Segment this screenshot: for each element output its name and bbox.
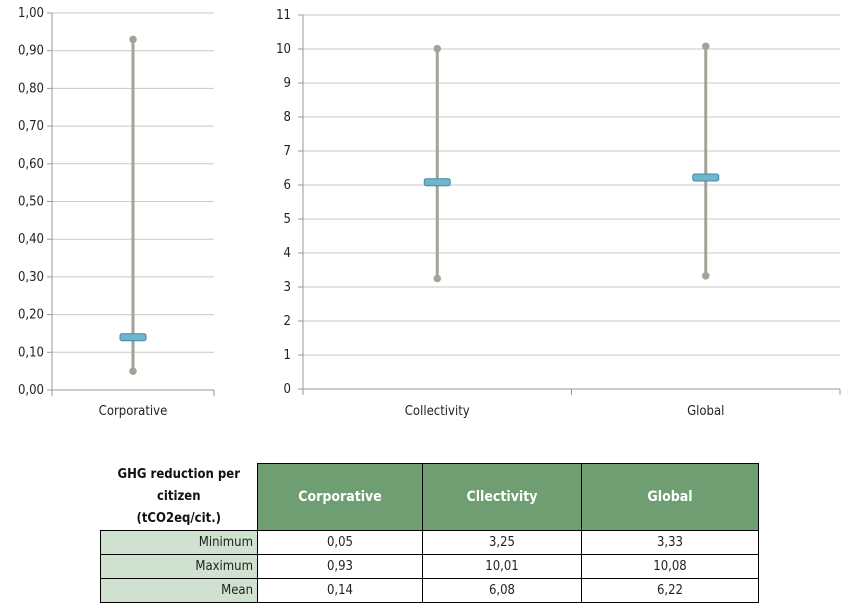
y-tick-label: 0,30: [18, 270, 44, 285]
table-title-line2: (tCO2eq/cit.): [136, 510, 222, 526]
table-cell: 3,33: [581, 529, 759, 555]
maximum-point: [701, 42, 710, 51]
y-tick-label: 0,70: [18, 119, 44, 134]
mean-marker: [119, 333, 147, 342]
category-label: Collectivity: [405, 404, 470, 419]
row-label: Maximum: [100, 553, 258, 579]
summary-table: GHG reduction per citizen (tCO2eq/cit.) …: [100, 463, 759, 603]
table-title: GHG reduction per citizen (tCO2eq/cit.): [100, 463, 258, 530]
y-tick-label: 0,40: [18, 232, 44, 247]
y-tick-label: 0,60: [18, 157, 44, 172]
y-tick-label: 2: [284, 314, 291, 329]
table-cell: 0,93: [257, 553, 423, 579]
column-header: Global: [581, 463, 759, 531]
table-row: Mean 0,14 6,08 6,22: [100, 577, 759, 603]
mean-marker: [423, 178, 451, 187]
table-cell: 6,08: [422, 577, 582, 603]
row-label: Minimum: [100, 529, 258, 555]
y-tick-label: 0,00: [18, 383, 44, 398]
y-tick-label: 10: [276, 42, 291, 57]
mean-marker: [692, 173, 720, 182]
table-cell: 0,05: [257, 529, 423, 555]
row-label: Mean: [100, 577, 258, 603]
minimum-point: [701, 271, 710, 280]
table-cell: 10,01: [422, 553, 582, 579]
y-tick-label: 11: [276, 8, 291, 23]
maximum-point: [129, 35, 137, 44]
y-tick-label: 3: [284, 280, 291, 295]
y-tick-label: 0,80: [18, 81, 44, 96]
category-label: Global: [687, 404, 724, 419]
maximum-point: [433, 44, 442, 53]
table-cell: 0,14: [257, 577, 423, 603]
y-tick-label: 1: [284, 348, 291, 363]
y-tick-label: 5: [284, 212, 291, 227]
category-label: Corporative: [99, 404, 168, 419]
table-cell: 6,22: [581, 577, 759, 603]
table-row: Minimum 0,05 3,25 3,33: [100, 529, 759, 555]
y-tick-label: 8: [284, 110, 291, 125]
table-title-line1: GHG reduction per citizen: [117, 466, 241, 504]
minimum-point: [433, 274, 442, 283]
y-tick-label: 0,90: [18, 44, 44, 59]
y-tick-label: 0,20: [18, 308, 44, 323]
y-tick-label: 1,00: [18, 6, 44, 21]
minimum-point: [129, 367, 137, 375]
y-tick-label: 7: [284, 144, 291, 159]
table-cell: 10,08: [581, 553, 759, 579]
y-tick-label: 9: [284, 76, 291, 91]
range-charts: 0,00 0,10 0,20 0,30 0,40 0,50 0,60 0,70 0,80 0,90…: [18, 6, 841, 419]
y-tick-label: 4: [284, 246, 291, 261]
table-header-row: GHG reduction per citizen (tCO2eq/cit.) …: [100, 463, 759, 531]
y-tick-label: 6: [284, 178, 291, 193]
column-header: Cllectivity: [422, 463, 582, 531]
column-header: Corporative: [257, 463, 423, 531]
y-tick-label: 0: [284, 382, 291, 397]
y-tick-label: 0,10: [18, 345, 44, 360]
table-row: Maximum 0,93 10,01 10,08: [100, 553, 759, 579]
table-cell: 3,25: [422, 529, 582, 555]
y-tick-label: 0,50: [18, 195, 44, 210]
